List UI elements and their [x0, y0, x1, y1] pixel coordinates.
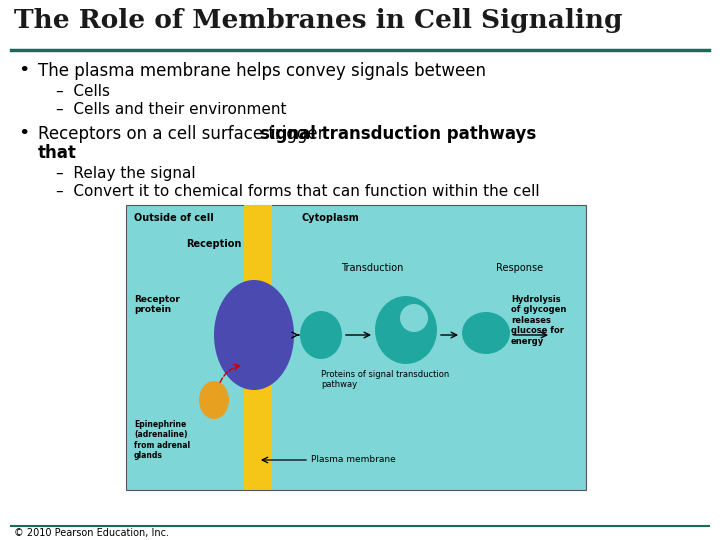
- Text: Proteins of signal transduction
pathway: Proteins of signal transduction pathway: [321, 370, 449, 389]
- Text: Epinephrine
(adrenaline)
from adrenal
glands: Epinephrine (adrenaline) from adrenal gl…: [134, 420, 190, 460]
- Text: The plasma membrane helps convey signals between: The plasma membrane helps convey signals…: [38, 62, 486, 80]
- Text: Receptor
protein: Receptor protein: [134, 295, 180, 314]
- Text: that: that: [38, 144, 77, 162]
- Bar: [126, 205, 586, 490]
- Text: Receptors on a cell surface trigger: Receptors on a cell surface trigger: [38, 125, 330, 143]
- Text: •: •: [18, 125, 30, 143]
- Ellipse shape: [300, 311, 342, 359]
- Ellipse shape: [400, 304, 428, 332]
- Ellipse shape: [199, 381, 229, 419]
- Text: Transduction: Transduction: [341, 263, 403, 273]
- Text: Plasma membrane: Plasma membrane: [311, 456, 396, 464]
- Text: –  Convert it to chemical forms that can function within the cell: – Convert it to chemical forms that can …: [56, 184, 539, 199]
- Ellipse shape: [214, 280, 294, 390]
- Text: Cytoplasm: Cytoplasm: [301, 213, 359, 223]
- Text: •: •: [18, 62, 30, 80]
- Text: –  Cells and their environment: – Cells and their environment: [56, 102, 287, 117]
- Text: Reception: Reception: [186, 239, 241, 249]
- Text: –  Relay the signal: – Relay the signal: [56, 166, 196, 181]
- Text: The Role of Membranes in Cell Signaling: The Role of Membranes in Cell Signaling: [14, 8, 623, 33]
- Bar: [244, 205, 272, 490]
- Ellipse shape: [375, 296, 437, 364]
- Ellipse shape: [462, 312, 510, 354]
- Text: Hydrolysis
of glycogen
releases
glucose for
energy: Hydrolysis of glycogen releases glucose …: [511, 295, 567, 346]
- Text: –  Cells: – Cells: [56, 84, 110, 99]
- Text: © 2010 Pearson Education, Inc.: © 2010 Pearson Education, Inc.: [14, 528, 169, 538]
- Text: Response: Response: [496, 263, 543, 273]
- Text: Outside of cell: Outside of cell: [134, 213, 214, 223]
- Text: signal transduction pathways: signal transduction pathways: [260, 125, 536, 143]
